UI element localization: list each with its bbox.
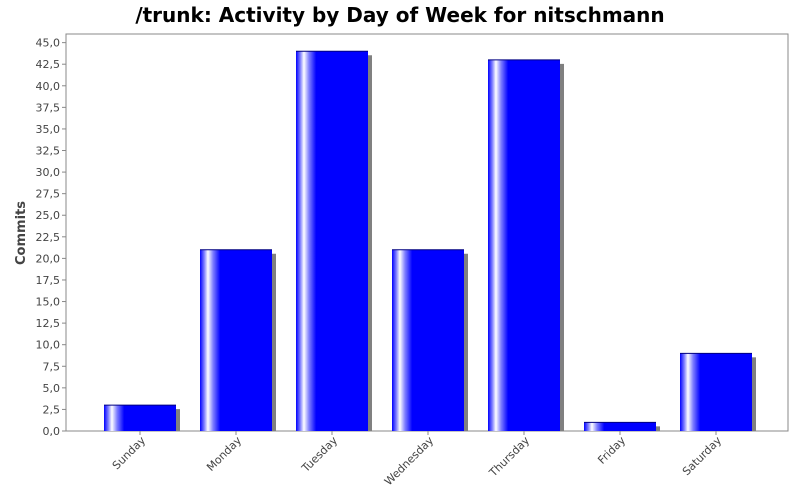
- x-tick-label-monday: Monday: [204, 434, 244, 474]
- y-tick-label: 42,5: [36, 58, 61, 71]
- y-tick-label: 35,0: [36, 123, 61, 136]
- bar-sunday: [104, 405, 176, 431]
- x-tick-label-saturday: Saturday: [680, 434, 725, 479]
- bar-thursday: [488, 59, 560, 432]
- y-tick-label: 25,0: [36, 209, 61, 222]
- x-tick-label-sunday: Sunday: [110, 434, 149, 473]
- y-tick-label: 30,0: [36, 166, 61, 179]
- bar-tuesday: [296, 51, 368, 432]
- x-axis: Sunday Monday Tuesday Wednesday Thursday Frid…: [110, 431, 725, 489]
- x-tick-label-friday: Friday: [595, 434, 628, 467]
- y-axis: 0,0 2,5 5,0 7,5 10,0 12,5 15,0 17,5 20,0 22,5 25,0…: [36, 37, 66, 438]
- bar-friday: [584, 422, 656, 431]
- y-tick-label: 20,0: [36, 252, 61, 265]
- y-tick-label: 5,0: [43, 382, 61, 395]
- y-tick-label: 7,5: [43, 360, 61, 373]
- y-tick-label: 10,0: [36, 339, 61, 352]
- y-tick-label: 2,5: [43, 403, 61, 416]
- bar-monday: [200, 249, 272, 431]
- y-tick-label: 40,0: [36, 80, 61, 93]
- bar-saturday: [680, 353, 752, 431]
- x-tick-label-wednesday: Wednesday: [382, 434, 437, 489]
- x-tick-label-thursday: Thursday: [486, 434, 532, 480]
- chart-title: /trunk: Activity by Day of Week for nits…: [135, 3, 665, 27]
- y-tick-label: 32,5: [36, 145, 61, 158]
- y-tick-label: 45,0: [36, 37, 61, 50]
- bars-layer: [104, 50, 756, 432]
- y-axis-label: Commits: [14, 201, 29, 265]
- y-tick-label: 12,5: [36, 317, 61, 330]
- y-tick-label: 27,5: [36, 188, 61, 201]
- y-tick-label: 0,0: [43, 425, 61, 438]
- y-tick-label: 15,0: [36, 296, 61, 309]
- bar-wednesday: [392, 249, 464, 431]
- y-tick-label: 22,5: [36, 231, 61, 244]
- y-tick-label: 37,5: [36, 101, 61, 114]
- y-tick-label: 17,5: [36, 274, 61, 287]
- x-tick-label-tuesday: Tuesday: [299, 434, 341, 476]
